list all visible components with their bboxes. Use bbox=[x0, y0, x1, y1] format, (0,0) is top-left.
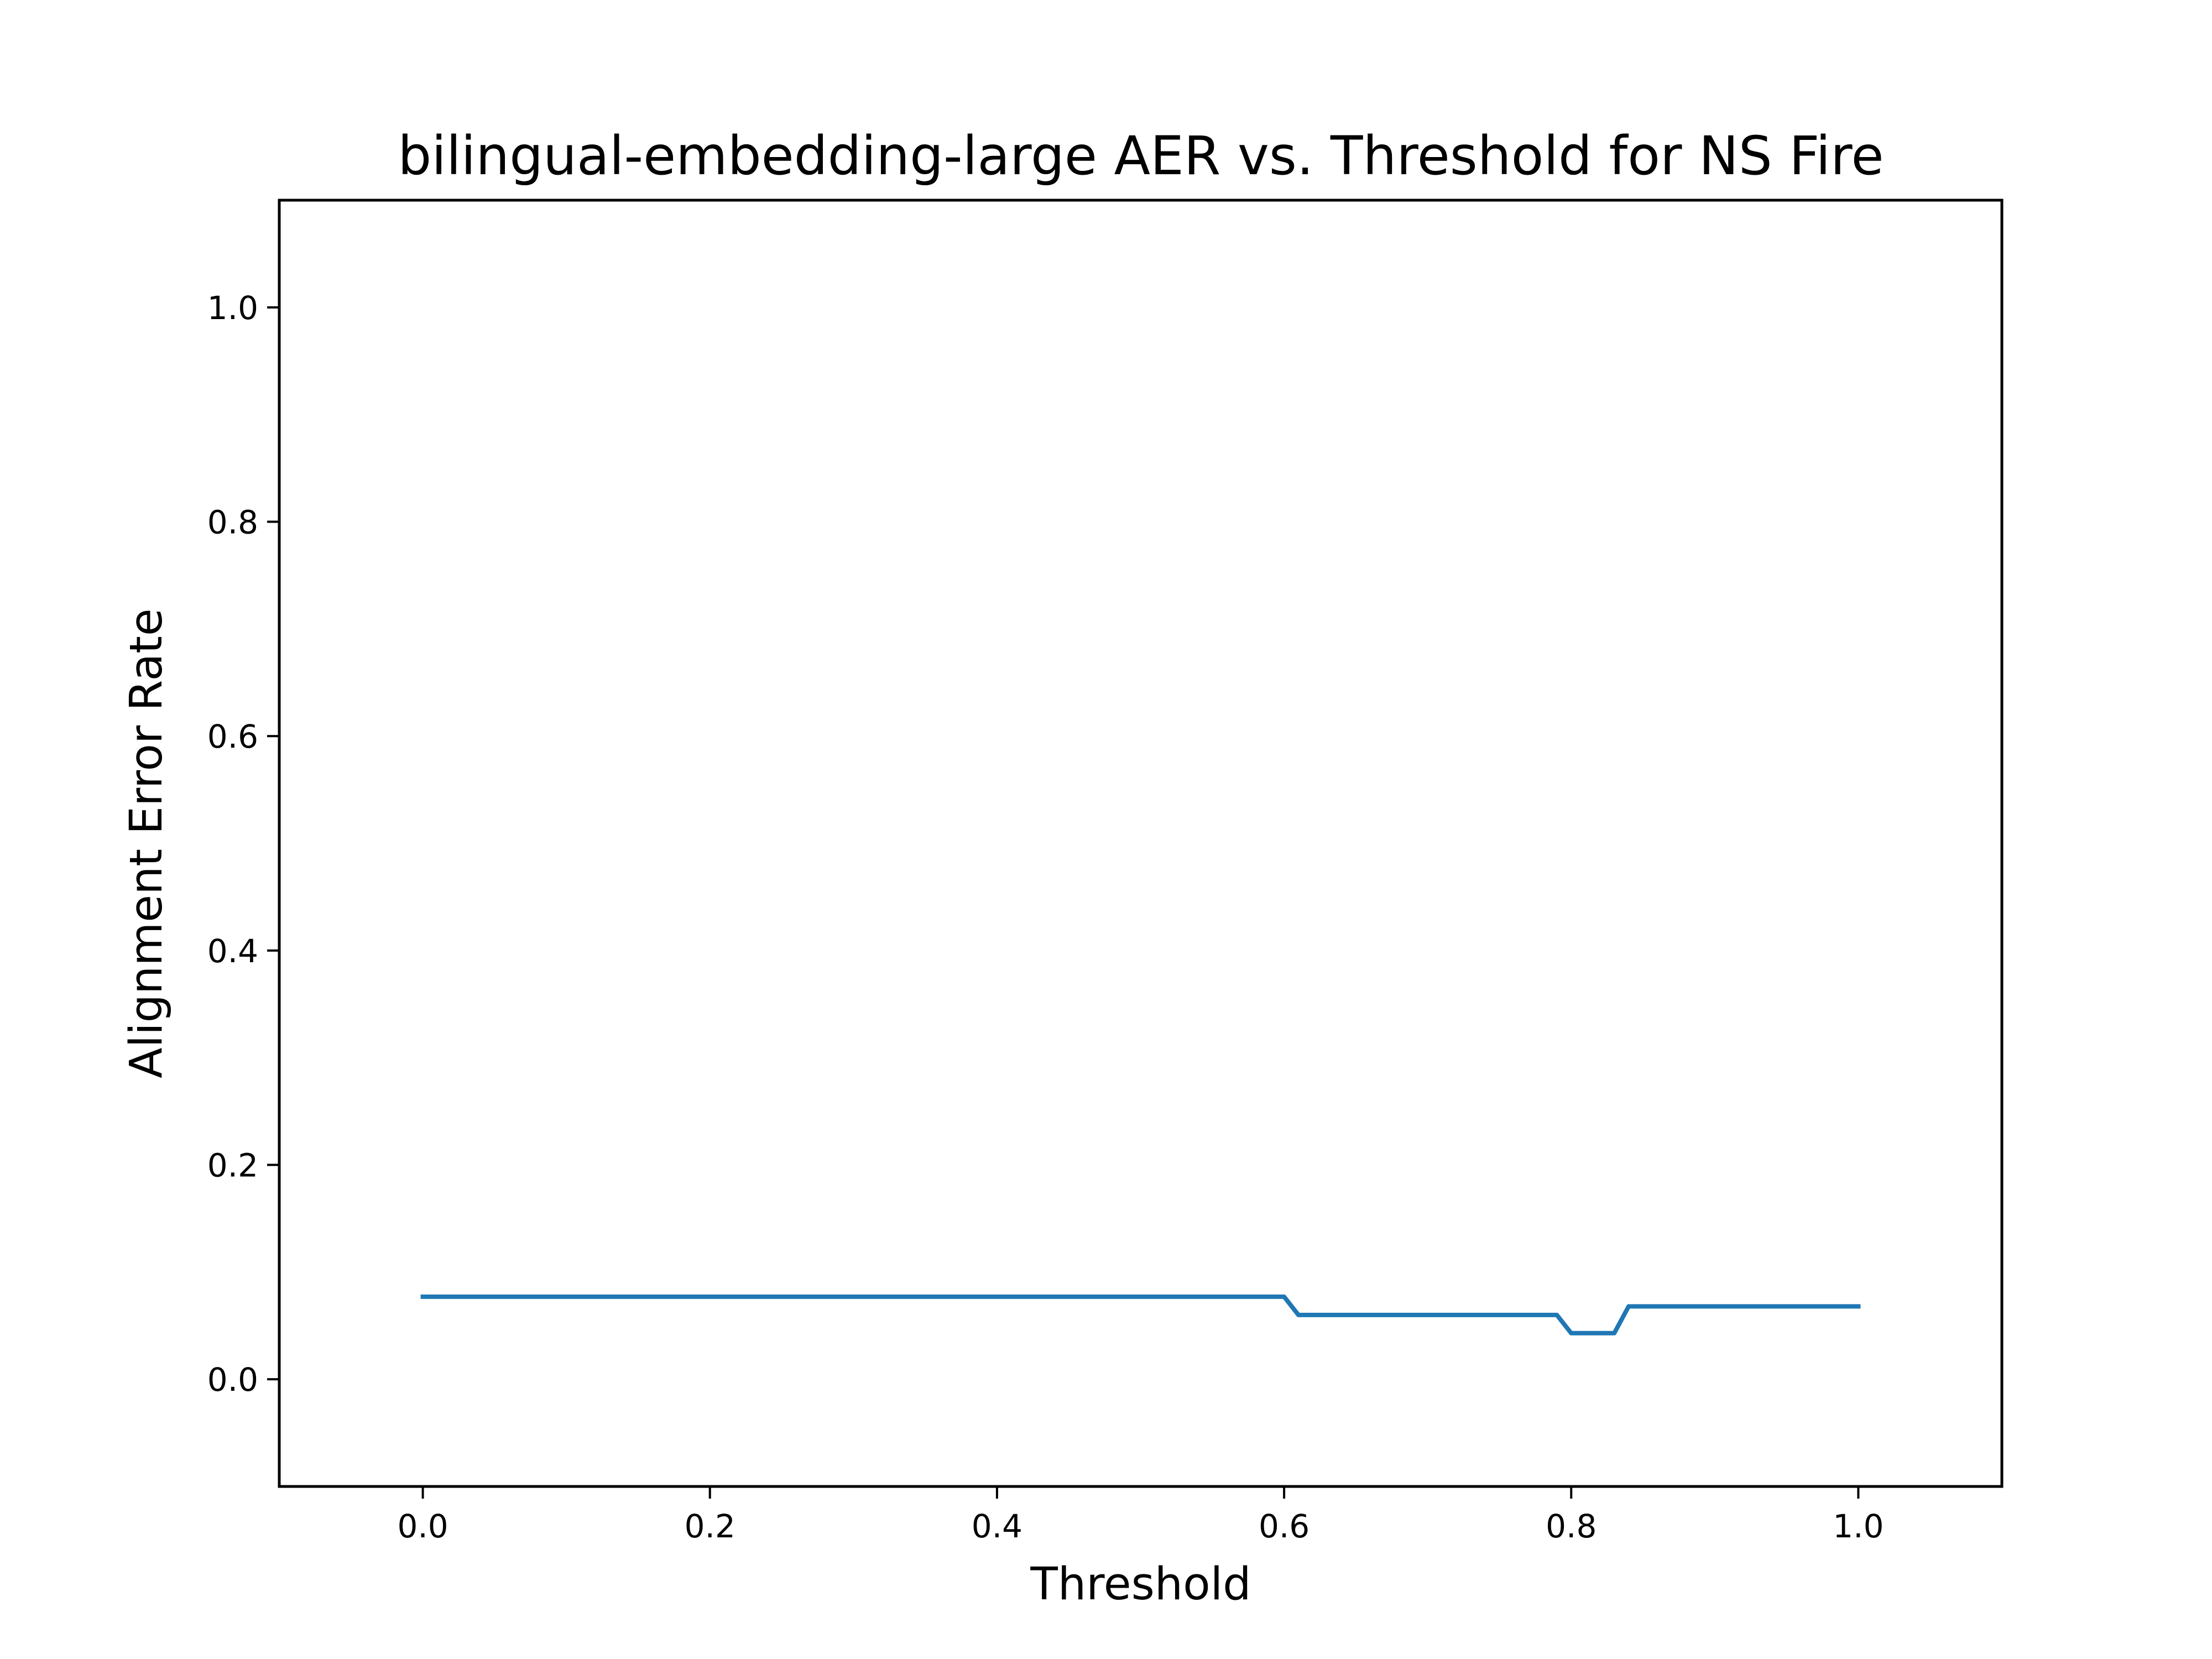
y-tick-label: 0.2 bbox=[207, 1147, 258, 1185]
x-tick-label: 0.0 bbox=[397, 1507, 448, 1545]
y-tick-label: 0.4 bbox=[207, 932, 258, 970]
x-tick-label: 1.0 bbox=[1833, 1507, 1884, 1545]
x-tick-label: 0.8 bbox=[1546, 1507, 1597, 1545]
plot-frame bbox=[278, 199, 2004, 1488]
plot-area bbox=[420, 1294, 1861, 1335]
x-tick-label: 0.2 bbox=[685, 1507, 735, 1545]
x-axis-label: Threshold bbox=[1030, 1558, 1251, 1610]
y-tick-label: 1.0 bbox=[207, 289, 258, 327]
x-tick-label: 0.4 bbox=[972, 1507, 1022, 1545]
y-tick-label: 0.6 bbox=[207, 718, 258, 755]
x-axis-ticks: 0.0 0.2 0.4 0.6 0.8 1.0 bbox=[397, 1486, 1884, 1545]
y-tick-label: 0.8 bbox=[207, 504, 258, 541]
y-axis-label: Alignment Error Rate bbox=[121, 608, 173, 1078]
x-tick-label: 0.6 bbox=[1259, 1507, 1310, 1545]
series-line bbox=[420, 1294, 1861, 1335]
y-axis-ticks: 0.0 0.2 0.4 0.6 0.8 1.0 bbox=[207, 289, 279, 1399]
y-tick-label: 0.0 bbox=[207, 1361, 258, 1399]
chart-title: bilingual-embedding-large AER vs. Thresh… bbox=[398, 125, 1884, 187]
